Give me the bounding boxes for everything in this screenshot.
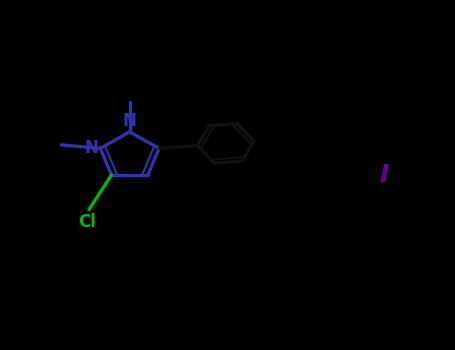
Text: Cl: Cl	[78, 213, 96, 231]
Text: N: N	[123, 112, 136, 130]
Text: I: I	[380, 163, 389, 187]
Text: N: N	[84, 139, 98, 158]
